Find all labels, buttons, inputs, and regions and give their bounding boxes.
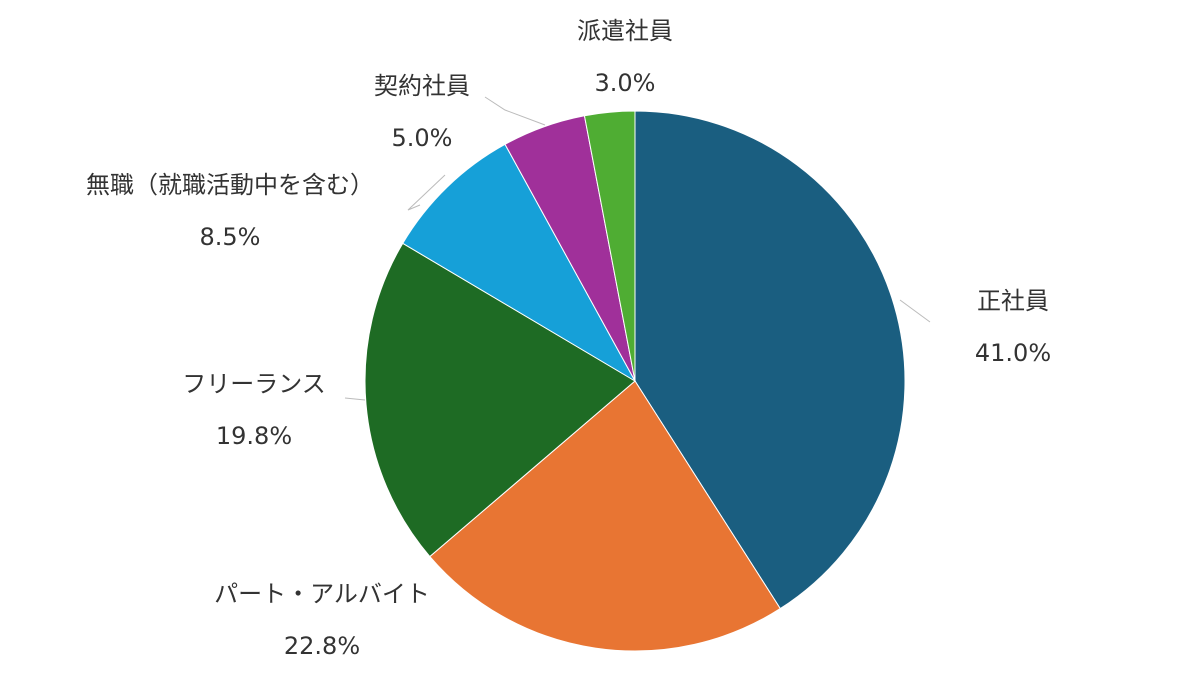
slice-label: 正社員 (977, 287, 1049, 315)
slice-label: フリーランス (182, 370, 326, 398)
pie-slice (402, 143, 637, 383)
leader-line (484, 96, 546, 126)
pie-slice (364, 242, 636, 558)
slice-value-label: 19.8% (216, 422, 292, 450)
slice-value-label: 3.0% (595, 69, 656, 97)
leader-line (344, 397, 366, 401)
slice-label: 無職（就職活動中を含む） (86, 171, 374, 199)
slice-value-label: 5.0% (392, 124, 453, 152)
pie-slice (634, 110, 906, 610)
leader-line (407, 174, 446, 211)
slice-label: 派遣社員 (577, 17, 673, 45)
leader-lines (344, 96, 931, 401)
slice-value-label: 22.8% (284, 632, 360, 660)
slice-value-label: 41.0% (975, 339, 1051, 367)
slice-value-label: 8.5% (200, 223, 261, 251)
pie-slice (429, 380, 781, 652)
slice-label: パート・アルバイト (214, 580, 430, 608)
pie-slice (583, 110, 636, 382)
slice-label: 契約社員 (374, 72, 470, 100)
leader-line (899, 299, 931, 323)
